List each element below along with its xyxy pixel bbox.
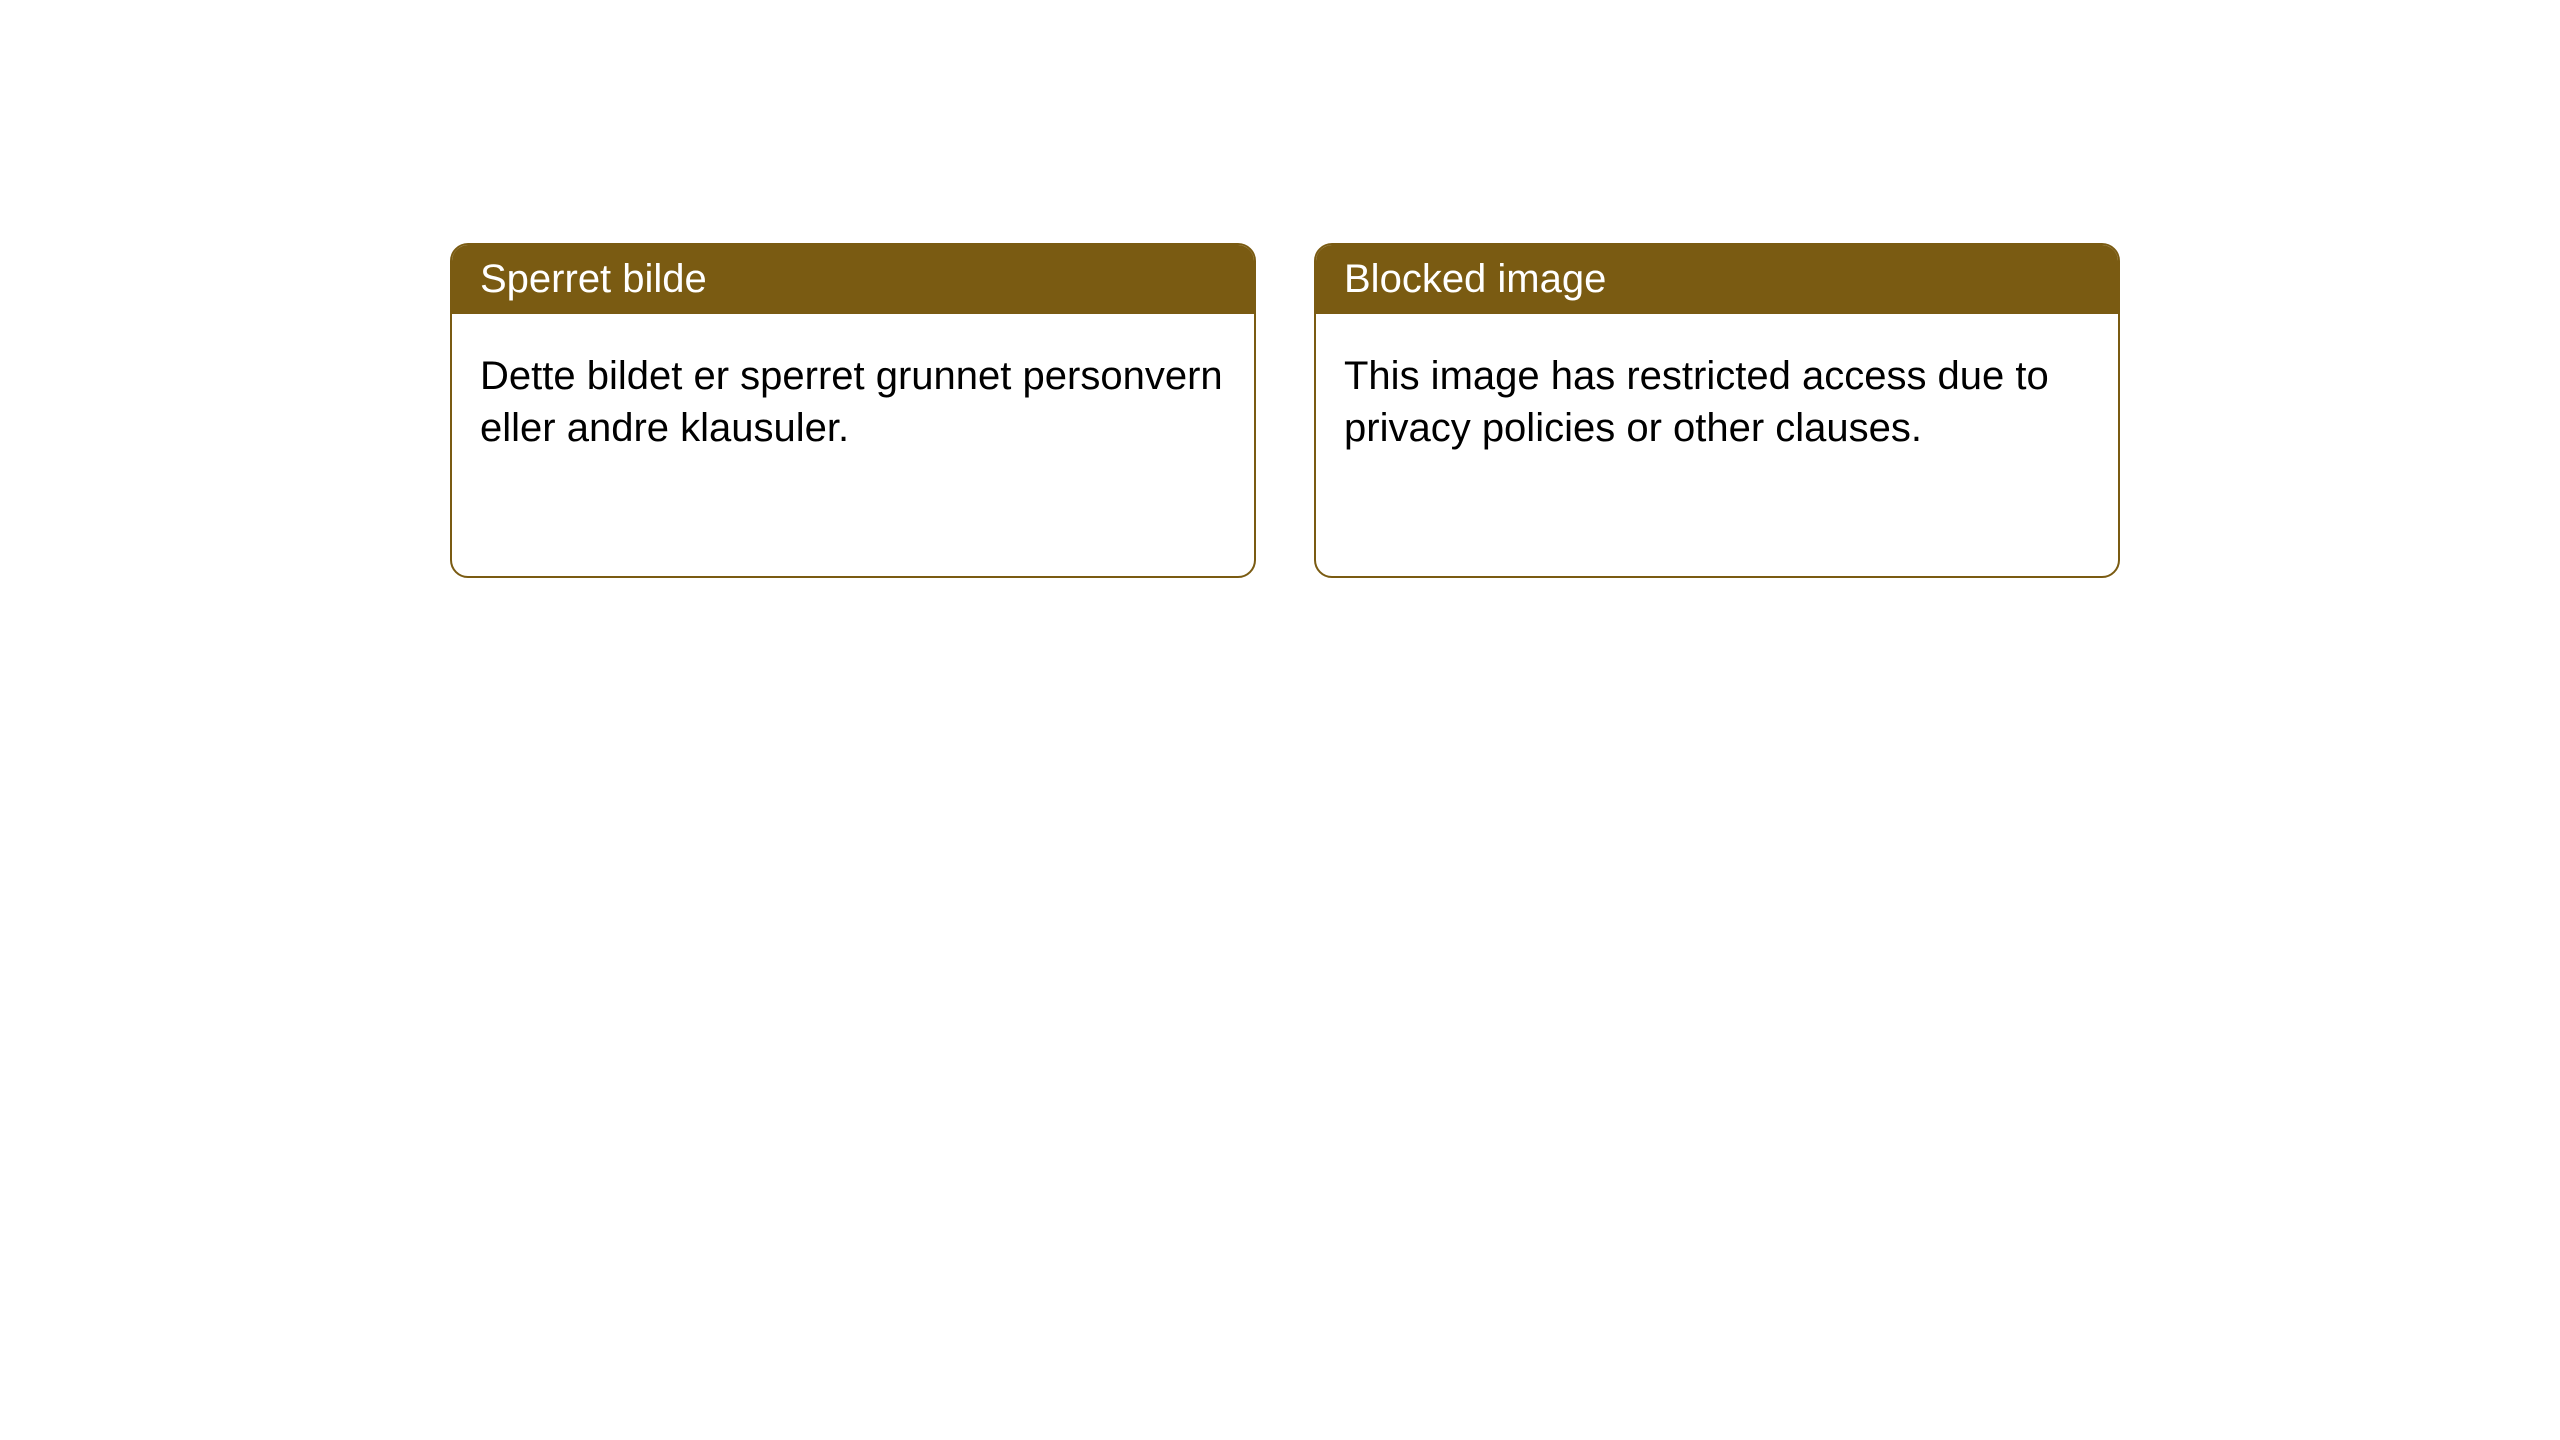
card-title: Blocked image <box>1344 257 1606 301</box>
cards-container: Sperret bilde Dette bildet er sperret gr… <box>0 0 2560 578</box>
card-header: Blocked image <box>1316 245 2118 314</box>
card-title: Sperret bilde <box>480 257 707 301</box>
card-body: This image has restricted access due to … <box>1316 314 2118 490</box>
blocked-image-card-english: Blocked image This image has restricted … <box>1314 243 2120 578</box>
card-body-text: This image has restricted access due to … <box>1344 354 2049 450</box>
blocked-image-card-norwegian: Sperret bilde Dette bildet er sperret gr… <box>450 243 1256 578</box>
card-body-text: Dette bildet er sperret grunnet personve… <box>480 354 1223 450</box>
card-body: Dette bildet er sperret grunnet personve… <box>452 314 1254 490</box>
card-header: Sperret bilde <box>452 245 1254 314</box>
